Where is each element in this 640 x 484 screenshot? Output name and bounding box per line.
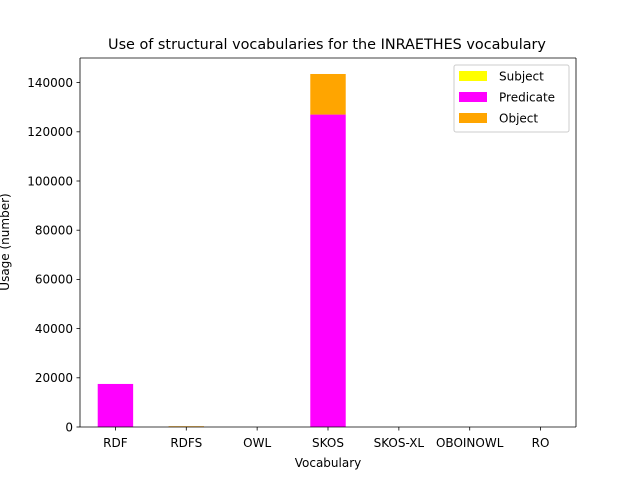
x-tick-label: OBOINOWL <box>436 436 504 450</box>
legend-swatch-subject <box>459 71 487 81</box>
axes-group <box>79 57 577 428</box>
legend-label-subject: Subject <box>499 69 544 83</box>
y-tick-label: 80000 <box>35 224 73 238</box>
y-tick-label: 0 <box>65 420 73 434</box>
y-axis-label: Usage (number) <box>0 193 12 290</box>
y-tick-label: 140000 <box>27 76 73 90</box>
x-tick-label: RO <box>532 436 550 450</box>
x-tick-label: OWL <box>243 436 271 450</box>
y-tick-label: 120000 <box>27 125 73 139</box>
bar-skos-object <box>310 73 346 115</box>
legend-swatch-predicate <box>459 92 487 102</box>
x-axis-label: Vocabulary <box>295 456 362 470</box>
y-tick-label: 20000 <box>35 371 73 385</box>
y-axis-ticks: 0 20000 40000 60000 80000 100000 120000 140000 <box>27 76 80 434</box>
x-tick-label: RDF <box>103 436 128 450</box>
legend-label-predicate: Predicate <box>499 90 555 104</box>
y-tick-label: 100000 <box>27 174 73 188</box>
y-tick-label: 60000 <box>35 273 73 287</box>
bars-group <box>97 73 346 428</box>
bar-skos-predicate <box>310 114 346 427</box>
x-tick-label: SKOS-XL <box>374 436 425 450</box>
legend-swatch-object <box>459 113 487 123</box>
y-tick-label: 40000 <box>35 322 73 336</box>
x-tick-label: SKOS <box>312 436 344 450</box>
legend-label-object: Object <box>499 111 538 125</box>
x-axis-ticks: RDF RDFS OWL SKOS SKOS-XL OBOINOWL RO <box>103 427 549 450</box>
bar-rdf-predicate <box>97 383 134 427</box>
x-tick-label: RDFS <box>170 436 202 450</box>
legend: Subject Predicate Object <box>453 64 570 133</box>
chart-title: Use of structural vocabularies for the I… <box>108 37 546 53</box>
